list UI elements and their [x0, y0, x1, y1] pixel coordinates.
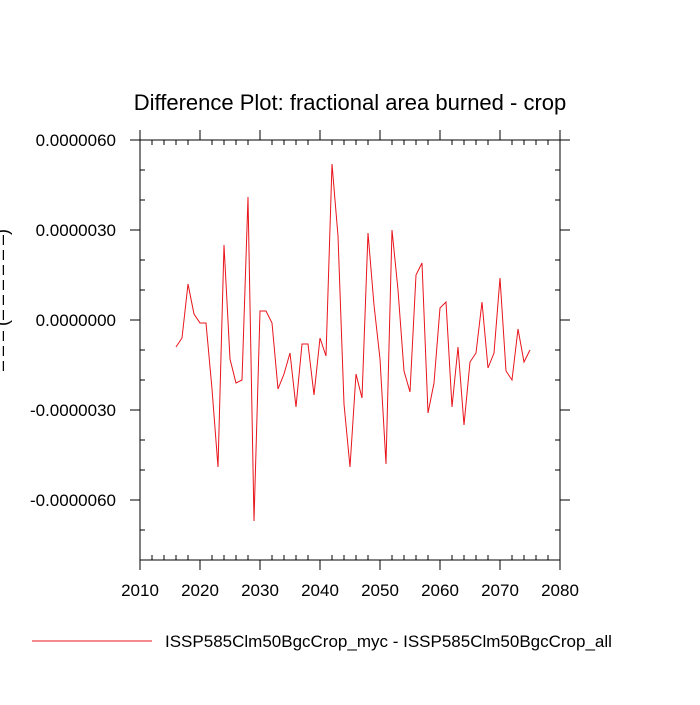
y-tick-label: -0.0000060	[30, 491, 116, 510]
x-tick-label: 2070	[481, 581, 519, 600]
x-tick-label: 2030	[241, 581, 279, 600]
legend-label: ISSP585Clm50BgcCrop_myc - ISSP585Clm50Bg…	[165, 632, 612, 651]
series-line	[175, 163, 531, 522]
x-tick-label: 2050	[361, 581, 399, 600]
legend: ISSP585Clm50BgcCrop_myc - ISSP585Clm50Bg…	[32, 632, 612, 651]
chart-title: Difference Plot: fractional area burned …	[134, 90, 567, 115]
y-tick-label: -0.0000030	[30, 401, 116, 420]
y-axis-label: – – – (– – – – – –)	[0, 229, 12, 371]
x-axis: 2010 2020 2030 2040 2050 2060 2070 2080	[121, 130, 579, 600]
x-tick-label: 2060	[421, 581, 459, 600]
x-tick-label: 2040	[301, 581, 339, 600]
y-tick-label: 0.0000060	[36, 131, 116, 150]
y-axis: -0.0000060 -0.0000030 0.0000000 0.0000030 0.…	[30, 131, 570, 510]
minor-ticks	[140, 140, 560, 561]
y-tick-label: 0.0000030	[36, 221, 116, 240]
y-tick-label: 0.0000000	[36, 311, 116, 330]
plot-frame	[139, 139, 561, 561]
series-lines	[175, 163, 531, 522]
x-tick-label: 2010	[121, 581, 159, 600]
x-tick-label: 2080	[541, 581, 579, 600]
x-tick-label: 2020	[181, 581, 219, 600]
